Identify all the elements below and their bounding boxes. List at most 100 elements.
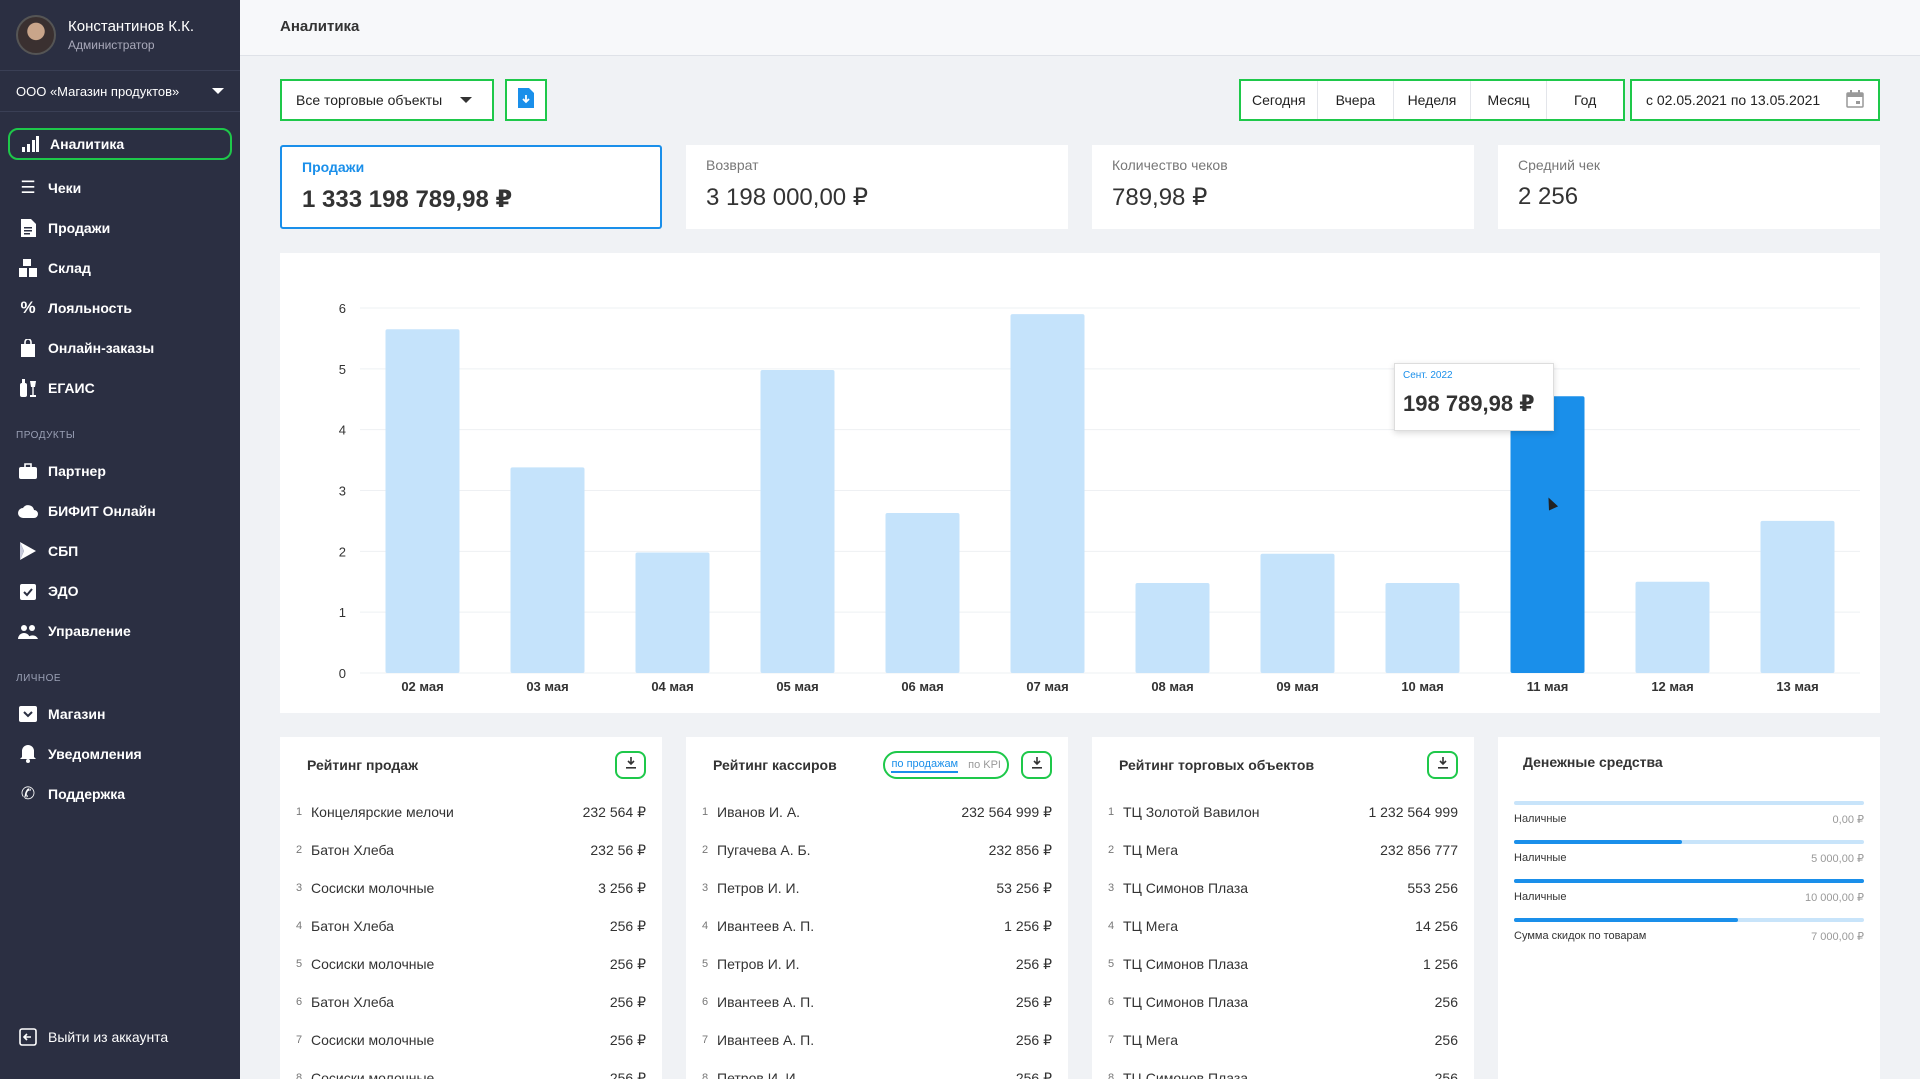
list-item[interactable]: 4 ТЦ Мега 14 256 bbox=[1108, 907, 1458, 945]
user-role: Администратор bbox=[68, 38, 155, 52]
rank-number: 2 bbox=[296, 844, 303, 856]
cash-label: Наличные bbox=[1514, 813, 1567, 825]
nav-item-sales[interactable]: Продажи bbox=[0, 208, 240, 248]
x-tick-label: 03 мая bbox=[526, 679, 568, 694]
download-button[interactable] bbox=[1427, 751, 1458, 779]
kpi-card-receipt-count[interactable]: Количество чеков 789,98 ₽ bbox=[1092, 145, 1474, 229]
nav-label: Аналитика bbox=[50, 136, 125, 152]
list-item[interactable]: 6 ТЦ Симонов Плаза 256 bbox=[1108, 983, 1458, 1021]
y-tick-label: 6 bbox=[339, 301, 346, 316]
list-item[interactable]: 3 Петров И. И. 53 256 ₽ bbox=[702, 869, 1052, 907]
org-selector[interactable]: ООО «Магазин продуктов» bbox=[0, 70, 240, 112]
list-item[interactable]: 2 Пугачева А. Б. 232 856 ₽ bbox=[702, 831, 1052, 869]
download-icon bbox=[1437, 756, 1449, 774]
nav-item-notifications[interactable]: Уведомления bbox=[0, 734, 240, 774]
logout-button[interactable]: Выйти из аккаунта bbox=[0, 1017, 240, 1057]
nav-item-receipts[interactable]: ☰ Чеки bbox=[0, 168, 240, 208]
cash-progress-bar bbox=[1514, 840, 1864, 844]
kpi-value: 2 256 bbox=[1518, 183, 1579, 210]
rank-name: Ивантеев А. П. bbox=[717, 1032, 815, 1048]
panel-title: Рейтинг кассиров bbox=[713, 757, 837, 773]
profile[interactable]: Константинов К.К. Администратор bbox=[0, 0, 240, 70]
kpi-label: Средний чек bbox=[1518, 157, 1601, 173]
kpi-card-returns[interactable]: Возврат 3 198 000,00 ₽ bbox=[686, 145, 1068, 229]
kpi-card-average-receipt[interactable]: Средний чек 2 256 bbox=[1498, 145, 1880, 229]
nav-item-analytics[interactable]: Аналитика bbox=[8, 128, 232, 160]
rank-name: ТЦ Симонов Плаза bbox=[1123, 1070, 1249, 1079]
cashiers-rating-toggle: по продажам по KPI bbox=[883, 751, 1009, 779]
cash-progress-fill bbox=[1514, 879, 1864, 883]
bottle-icon bbox=[18, 378, 38, 398]
sales-rating-list: 1 Концелярские мелочи 232 564 ₽ 2 Батон Хлеб… bbox=[296, 793, 646, 1079]
nav-item-store[interactable]: Магазин bbox=[0, 694, 240, 734]
period-month-button[interactable]: Месяц bbox=[1471, 81, 1548, 119]
nav-item-partner[interactable]: Партнер bbox=[0, 451, 240, 491]
list-item[interactable]: 3 ТЦ Симонов Плаза 553 256 bbox=[1108, 869, 1458, 907]
list-item[interactable]: 5 Сосиски молочные 256 ₽ bbox=[296, 945, 646, 983]
period-yesterday-button[interactable]: Вчера bbox=[1318, 81, 1395, 119]
nav-item-management[interactable]: Управление bbox=[0, 611, 240, 651]
list-item[interactable]: 1 Концелярские мелочи 232 564 ₽ bbox=[296, 793, 646, 831]
download-button[interactable] bbox=[1021, 751, 1052, 779]
chart-bar bbox=[635, 552, 710, 673]
export-file-icon bbox=[518, 87, 534, 113]
toggle-by-kpi[interactable]: по KPI bbox=[968, 759, 1001, 771]
nav-item-loyalty[interactable]: % Лояльность bbox=[0, 288, 240, 328]
rank-name: Сосиски молочные bbox=[311, 1032, 435, 1048]
download-button[interactable] bbox=[615, 751, 646, 779]
nav-item-edo[interactable]: ЭДО bbox=[0, 571, 240, 611]
period-week-button[interactable]: Неделя bbox=[1394, 81, 1471, 119]
nav-item-egais[interactable]: ЕГАИС bbox=[0, 368, 240, 408]
list-item[interactable]: 5 ТЦ Симонов Плаза 1 256 bbox=[1108, 945, 1458, 983]
export-button[interactable] bbox=[505, 79, 547, 121]
rank-name: Петров И. И. bbox=[717, 1070, 800, 1079]
x-tick-label: 06 мая bbox=[901, 679, 943, 694]
rank-name: ТЦ Мега bbox=[1123, 1032, 1178, 1048]
nav-label: Продажи bbox=[48, 220, 111, 236]
rank-name: Батон Хлеба bbox=[311, 842, 394, 858]
rank-name: ТЦ Симонов Плаза bbox=[1123, 956, 1249, 972]
period-year-button[interactable]: Год bbox=[1574, 92, 1597, 108]
list-item[interactable]: 5 Петров И. И. 256 ₽ bbox=[702, 945, 1052, 983]
list-item[interactable]: 1 Иванов И. А. 232 564 999 ₽ bbox=[702, 793, 1052, 831]
nav-item-sbp[interactable]: СБП bbox=[0, 531, 240, 571]
cash-label: Наличные bbox=[1514, 852, 1567, 864]
cash-row: Наличные 0,00 ₽ bbox=[1514, 801, 1864, 826]
list-item[interactable]: 3 Сосиски молочные 3 256 ₽ bbox=[296, 869, 646, 907]
store-select[interactable]: Все торговые объекты bbox=[280, 79, 494, 121]
list-item[interactable]: 7 Ивантеев А. П. 256 ₽ bbox=[702, 1021, 1052, 1059]
period-today-button[interactable]: Сегодня bbox=[1241, 81, 1318, 119]
nav-label: Чеки bbox=[48, 180, 82, 196]
list-item[interactable]: 8 Петров И. И. 256 ₽ bbox=[702, 1059, 1052, 1079]
rank-value: 256 ₽ bbox=[609, 993, 646, 1010]
chart-bar bbox=[1135, 582, 1210, 673]
list-item[interactable]: 2 ТЦ Мега 232 856 777 bbox=[1108, 831, 1458, 869]
list-item[interactable]: 1 ТЦ Золотой Вавилон 1 232 564 999 bbox=[1108, 793, 1458, 831]
list-item[interactable]: 2 Батон Хлеба 232 56 ₽ bbox=[296, 831, 646, 869]
x-tick-label: 09 мая bbox=[1276, 679, 1318, 694]
kpi-card-sales[interactable]: Продажи 1 333 198 789,98 ₽ bbox=[280, 145, 662, 229]
list-item[interactable]: 7 Сосиски молочные 256 ₽ bbox=[296, 1021, 646, 1059]
bell-icon bbox=[18, 744, 38, 764]
list-item[interactable]: 6 Ивантеев А. П. 256 ₽ bbox=[702, 983, 1052, 1021]
rank-name: Ивантеев А. П. bbox=[717, 918, 815, 934]
nav-item-bifit-online[interactable]: БИФИТ Онлайн bbox=[0, 491, 240, 531]
list-item[interactable]: 8 Сосиски молочные 256 ₽ bbox=[296, 1059, 646, 1079]
list-item[interactable]: 4 Ивантеев А. П. 1 256 ₽ bbox=[702, 907, 1052, 945]
cash-row: Сумма скидок по товарам 7 000,00 ₽ bbox=[1514, 918, 1864, 943]
rank-value: 256 ₽ bbox=[1015, 955, 1052, 972]
rank-name: Батон Хлеба bbox=[311, 918, 394, 934]
list-item[interactable]: 7 ТЦ Мега 256 bbox=[1108, 1021, 1458, 1059]
list-item[interactable]: 8 ТЦ Симонов Плаза 256 bbox=[1108, 1059, 1458, 1079]
nav-item-support[interactable]: ✆ Поддержка bbox=[0, 774, 240, 814]
cash-list: Наличные 0,00 ₽ Наличные 5 000,00 ₽ Наличные… bbox=[1514, 801, 1864, 943]
list-item[interactable]: 6 Батон Хлеба 256 ₽ bbox=[296, 983, 646, 1021]
sales-rating-panel: Рейтинг продаж 1 Концелярские мелочи 232 5… bbox=[280, 737, 662, 1079]
toggle-by-sales[interactable]: по продажам bbox=[891, 757, 959, 773]
y-tick-label: 0 bbox=[339, 666, 346, 681]
percent-icon: % bbox=[20, 298, 36, 317]
list-item[interactable]: 4 Батон Хлеба 256 ₽ bbox=[296, 907, 646, 945]
date-range-picker[interactable]: с 02.05.2021 по 13.05.2021 bbox=[1630, 79, 1880, 121]
nav-item-online-orders[interactable]: Онлайн-заказы bbox=[0, 328, 240, 368]
nav-item-warehouse[interactable]: Склад bbox=[0, 248, 240, 288]
